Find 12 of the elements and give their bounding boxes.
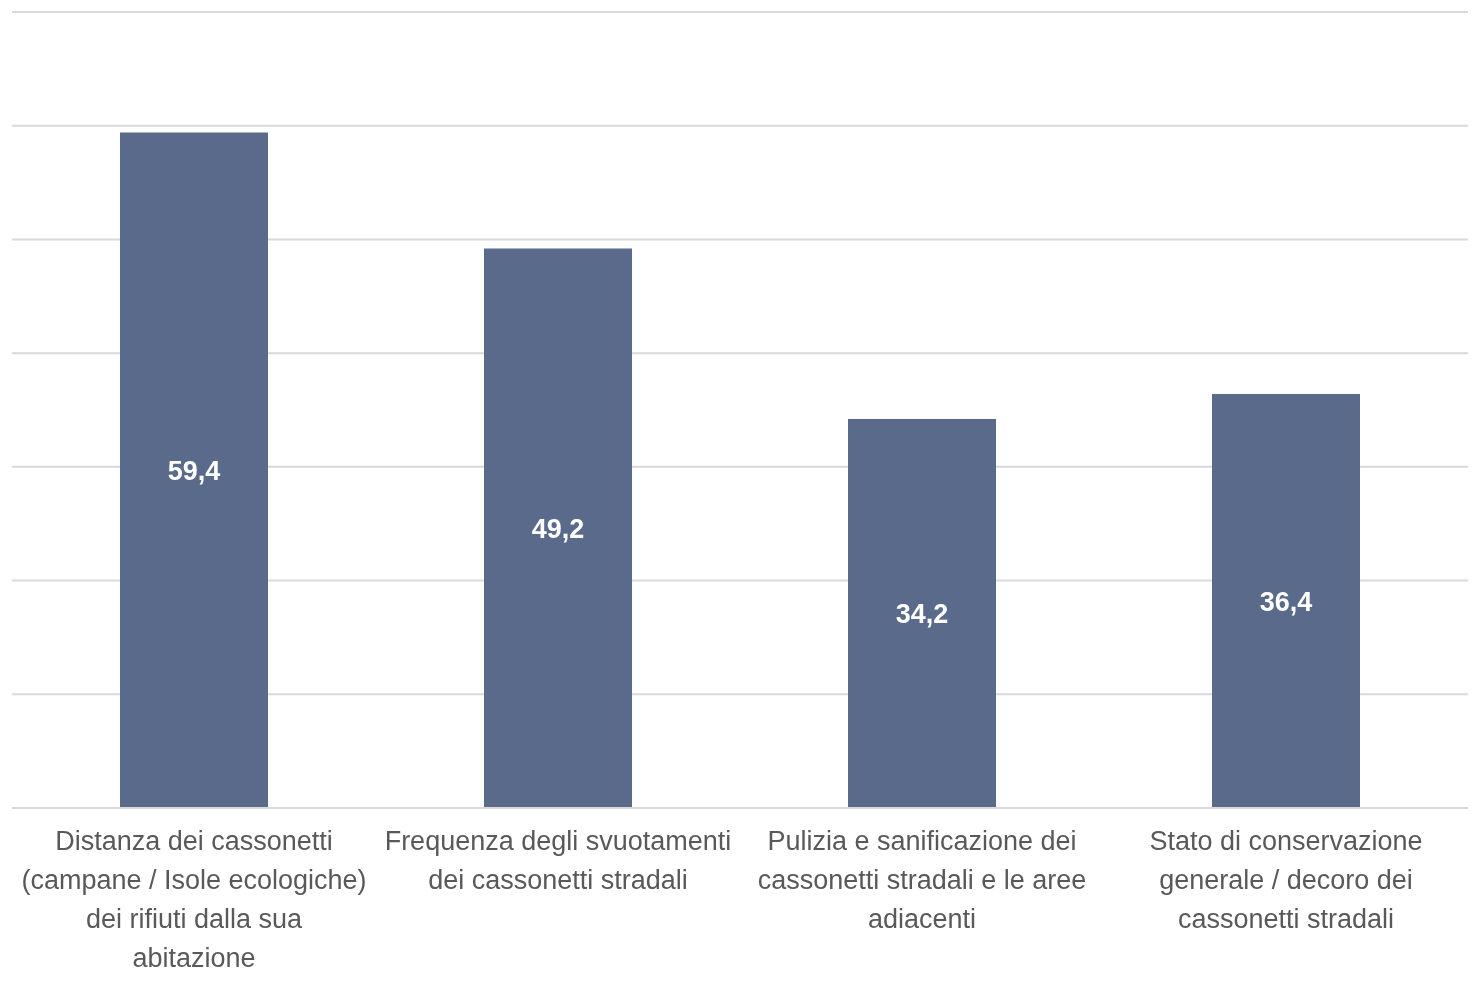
x-tick-label: Pulizia e sanificazione dei cassonetti stradali e le aree adiacenti: [757, 826, 1087, 934]
x-tick-label: Stato di conservazione generale / decoro dei cassonetti stradali: [1149, 826, 1423, 934]
x-tick-label: Frequenza degli svuotamenti dei cassonetti stradali: [384, 826, 732, 895]
x-tick-label: Distanza dei cassonetti (campane / Isole ecologiche) dei rifiuti dalla sua abitazione: [21, 826, 367, 973]
bar: [1212, 394, 1360, 808]
bar: [484, 248, 632, 808]
bar: [120, 132, 268, 808]
bar: [848, 419, 996, 808]
data-label: 49,2: [531, 513, 585, 544]
data-label: 34,2: [895, 599, 949, 630]
data-label: 36,4: [1259, 586, 1313, 617]
data-label: 59,4: [167, 455, 221, 486]
